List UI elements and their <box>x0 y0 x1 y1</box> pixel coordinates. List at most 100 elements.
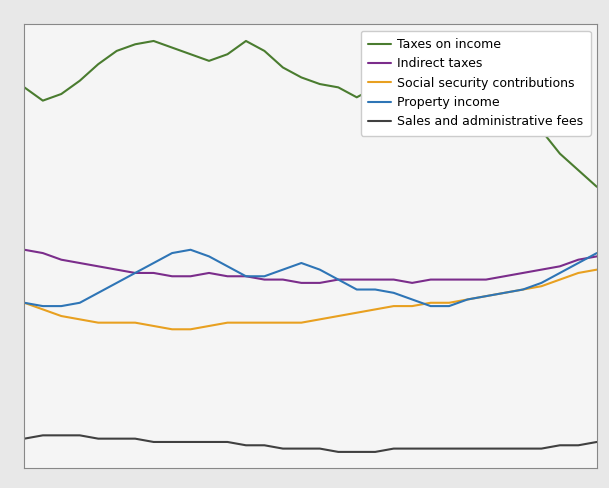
Indirect taxes <box>409 280 416 286</box>
Line: Social security contributions: Social security contributions <box>24 270 597 329</box>
Sales and administrative fees <box>187 439 194 445</box>
Indirect taxes <box>58 257 65 263</box>
Social security contributions <box>21 300 28 305</box>
Property income <box>39 303 46 309</box>
Taxes on income <box>224 51 231 57</box>
Property income <box>334 277 342 283</box>
Taxes on income <box>169 45 176 51</box>
Sales and administrative fees <box>21 436 28 442</box>
Sales and administrative fees <box>575 442 582 448</box>
Social security contributions <box>280 320 287 325</box>
Sales and administrative fees <box>113 436 121 442</box>
Taxes on income <box>371 84 379 90</box>
Indirect taxes <box>593 253 600 259</box>
Property income <box>21 300 28 305</box>
Indirect taxes <box>538 267 545 273</box>
Taxes on income <box>353 94 361 100</box>
Social security contributions <box>445 300 452 305</box>
Social security contributions <box>242 320 250 325</box>
Indirect taxes <box>464 277 471 283</box>
Social security contributions <box>76 316 83 322</box>
Property income <box>390 290 397 296</box>
Line: Indirect taxes: Indirect taxes <box>24 250 597 283</box>
Taxes on income <box>261 48 268 54</box>
Sales and administrative fees <box>205 439 213 445</box>
Taxes on income <box>390 71 397 77</box>
Social security contributions <box>39 306 46 312</box>
Taxes on income <box>94 61 102 67</box>
Taxes on income <box>482 64 490 70</box>
Sales and administrative fees <box>593 439 600 445</box>
Indirect taxes <box>556 264 563 269</box>
Social security contributions <box>371 306 379 312</box>
Taxes on income <box>501 84 508 90</box>
Property income <box>316 267 323 273</box>
Property income <box>113 280 121 286</box>
Property income <box>94 290 102 296</box>
Property income <box>169 250 176 256</box>
Sales and administrative fees <box>501 446 508 451</box>
Property income <box>427 303 434 309</box>
Social security contributions <box>224 320 231 325</box>
Indirect taxes <box>445 277 452 283</box>
Social security contributions <box>150 323 157 329</box>
Social security contributions <box>464 297 471 303</box>
Property income <box>187 247 194 253</box>
Indirect taxes <box>353 277 361 283</box>
Taxes on income <box>150 38 157 44</box>
Sales and administrative fees <box>242 442 250 448</box>
Indirect taxes <box>482 277 490 283</box>
Indirect taxes <box>39 250 46 256</box>
Indirect taxes <box>94 264 102 269</box>
Property income <box>556 270 563 276</box>
Indirect taxes <box>169 273 176 279</box>
Social security contributions <box>298 320 305 325</box>
Property income <box>371 286 379 292</box>
Property income <box>76 300 83 305</box>
Indirect taxes <box>76 260 83 266</box>
Indirect taxes <box>242 273 250 279</box>
Taxes on income <box>575 167 582 173</box>
Sales and administrative fees <box>261 442 268 448</box>
Social security contributions <box>113 320 121 325</box>
Indirect taxes <box>187 273 194 279</box>
Taxes on income <box>113 48 121 54</box>
Taxes on income <box>334 84 342 90</box>
Taxes on income <box>187 51 194 57</box>
Indirect taxes <box>280 277 287 283</box>
Taxes on income <box>445 48 452 54</box>
Sales and administrative fees <box>224 439 231 445</box>
Indirect taxes <box>371 277 379 283</box>
Social security contributions <box>482 293 490 299</box>
Property income <box>464 297 471 303</box>
Indirect taxes <box>261 277 268 283</box>
Indirect taxes <box>316 280 323 286</box>
Taxes on income <box>298 75 305 81</box>
Property income <box>58 303 65 309</box>
Taxes on income <box>556 151 563 157</box>
Indirect taxes <box>519 270 527 276</box>
Social security contributions <box>538 283 545 289</box>
Taxes on income <box>519 104 527 110</box>
Line: Sales and administrative fees: Sales and administrative fees <box>24 435 597 452</box>
Sales and administrative fees <box>298 446 305 451</box>
Sales and administrative fees <box>445 446 452 451</box>
Sales and administrative fees <box>482 446 490 451</box>
Sales and administrative fees <box>353 449 361 455</box>
Property income <box>445 303 452 309</box>
Taxes on income <box>409 64 416 70</box>
Sales and administrative fees <box>150 439 157 445</box>
Social security contributions <box>316 316 323 322</box>
Indirect taxes <box>150 270 157 276</box>
Social security contributions <box>58 313 65 319</box>
Indirect taxes <box>427 277 434 283</box>
Sales and administrative fees <box>58 432 65 438</box>
Property income <box>538 280 545 286</box>
Taxes on income <box>39 98 46 103</box>
Social security contributions <box>205 323 213 329</box>
Social security contributions <box>390 303 397 309</box>
Property income <box>519 286 527 292</box>
Taxes on income <box>58 91 65 97</box>
Sales and administrative fees <box>427 446 434 451</box>
Indirect taxes <box>575 257 582 263</box>
